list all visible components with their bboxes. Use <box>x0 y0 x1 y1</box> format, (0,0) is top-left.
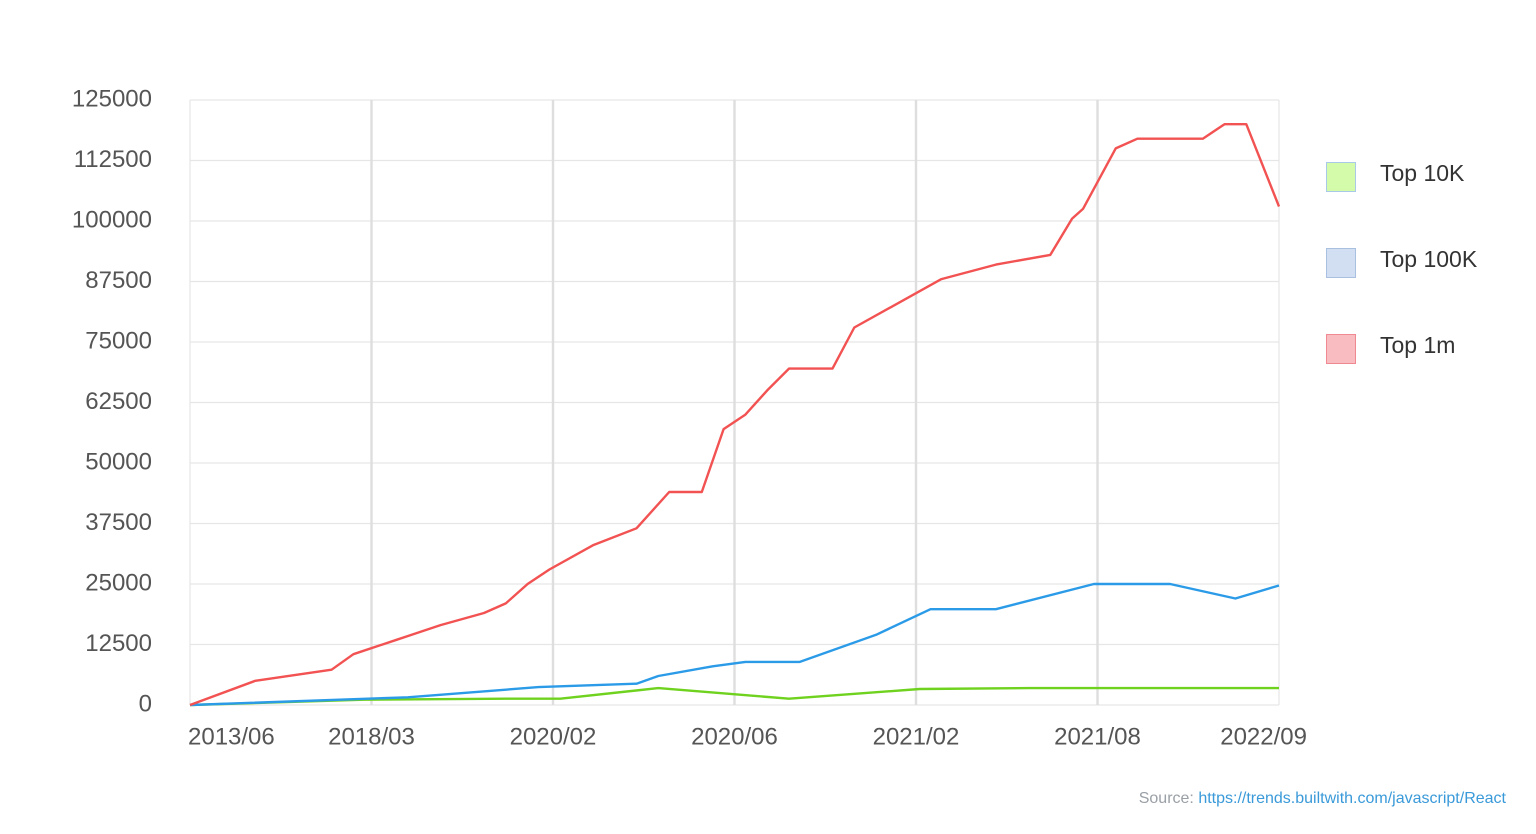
y-axis: 0 12500 25000 37500 50000 62500 75000 87500 1000… <box>72 85 152 717</box>
x-tick-label: 2018/03 <box>328 723 415 750</box>
x-axis: 2013/06 2018/03 2020/02 2020/06 2021/02 2021/… <box>188 723 1307 750</box>
x-tick-label: 2020/06 <box>691 723 778 750</box>
y-tick-label: 125000 <box>72 85 152 112</box>
y-tick-label: 100000 <box>72 206 152 233</box>
legend-label: Top 1m <box>1380 332 1456 358</box>
legend: Top 10K Top 100K Top 1m <box>1324 150 1524 408</box>
legend-item-top-10k[interactable]: Top 10K <box>1324 150 1524 236</box>
y-tick-label: 112500 <box>74 146 152 173</box>
legend-label: Top 100K <box>1380 246 1478 272</box>
series-line-top-100k <box>189 582 1280 707</box>
legend-swatch <box>1326 248 1356 278</box>
legend-swatch <box>1326 334 1356 364</box>
legend-label: Top 10K <box>1380 160 1465 186</box>
y-tick-label: 37500 <box>85 509 152 536</box>
legend-item-top-1m[interactable]: Top 1m <box>1324 322 1524 408</box>
series-line-top-1m <box>189 123 1281 707</box>
y-tick-label: 12500 <box>85 630 152 657</box>
y-tick-label: 25000 <box>85 569 152 596</box>
x-tick-label: 2021/08 <box>1054 723 1141 750</box>
source-prefix: Source: <box>1138 790 1199 807</box>
grid <box>189 99 1280 706</box>
x-tick-label: 2013/06 <box>188 723 275 750</box>
y-tick-label: 62500 <box>85 388 152 415</box>
x-tick-label: 2021/02 <box>873 723 960 750</box>
x-tick-label: 2020/02 <box>510 723 597 750</box>
x-tick-label: 2022/09 <box>1220 723 1307 750</box>
y-tick-label: 75000 <box>85 327 152 354</box>
series-lines <box>189 123 1281 707</box>
source-note: Source: https://trends.builtwith.com/jav… <box>1139 790 1506 808</box>
y-tick-label: 50000 <box>85 448 152 475</box>
y-tick-label: 0 <box>139 690 152 717</box>
series-line-top-10k <box>189 686 1279 707</box>
legend-item-top-100k[interactable]: Top 100K <box>1324 236 1524 322</box>
y-tick-label: 87500 <box>85 267 152 294</box>
legend-swatch <box>1326 162 1356 192</box>
source-link[interactable]: https://trends.builtwith.com/javascript/… <box>1198 790 1506 807</box>
